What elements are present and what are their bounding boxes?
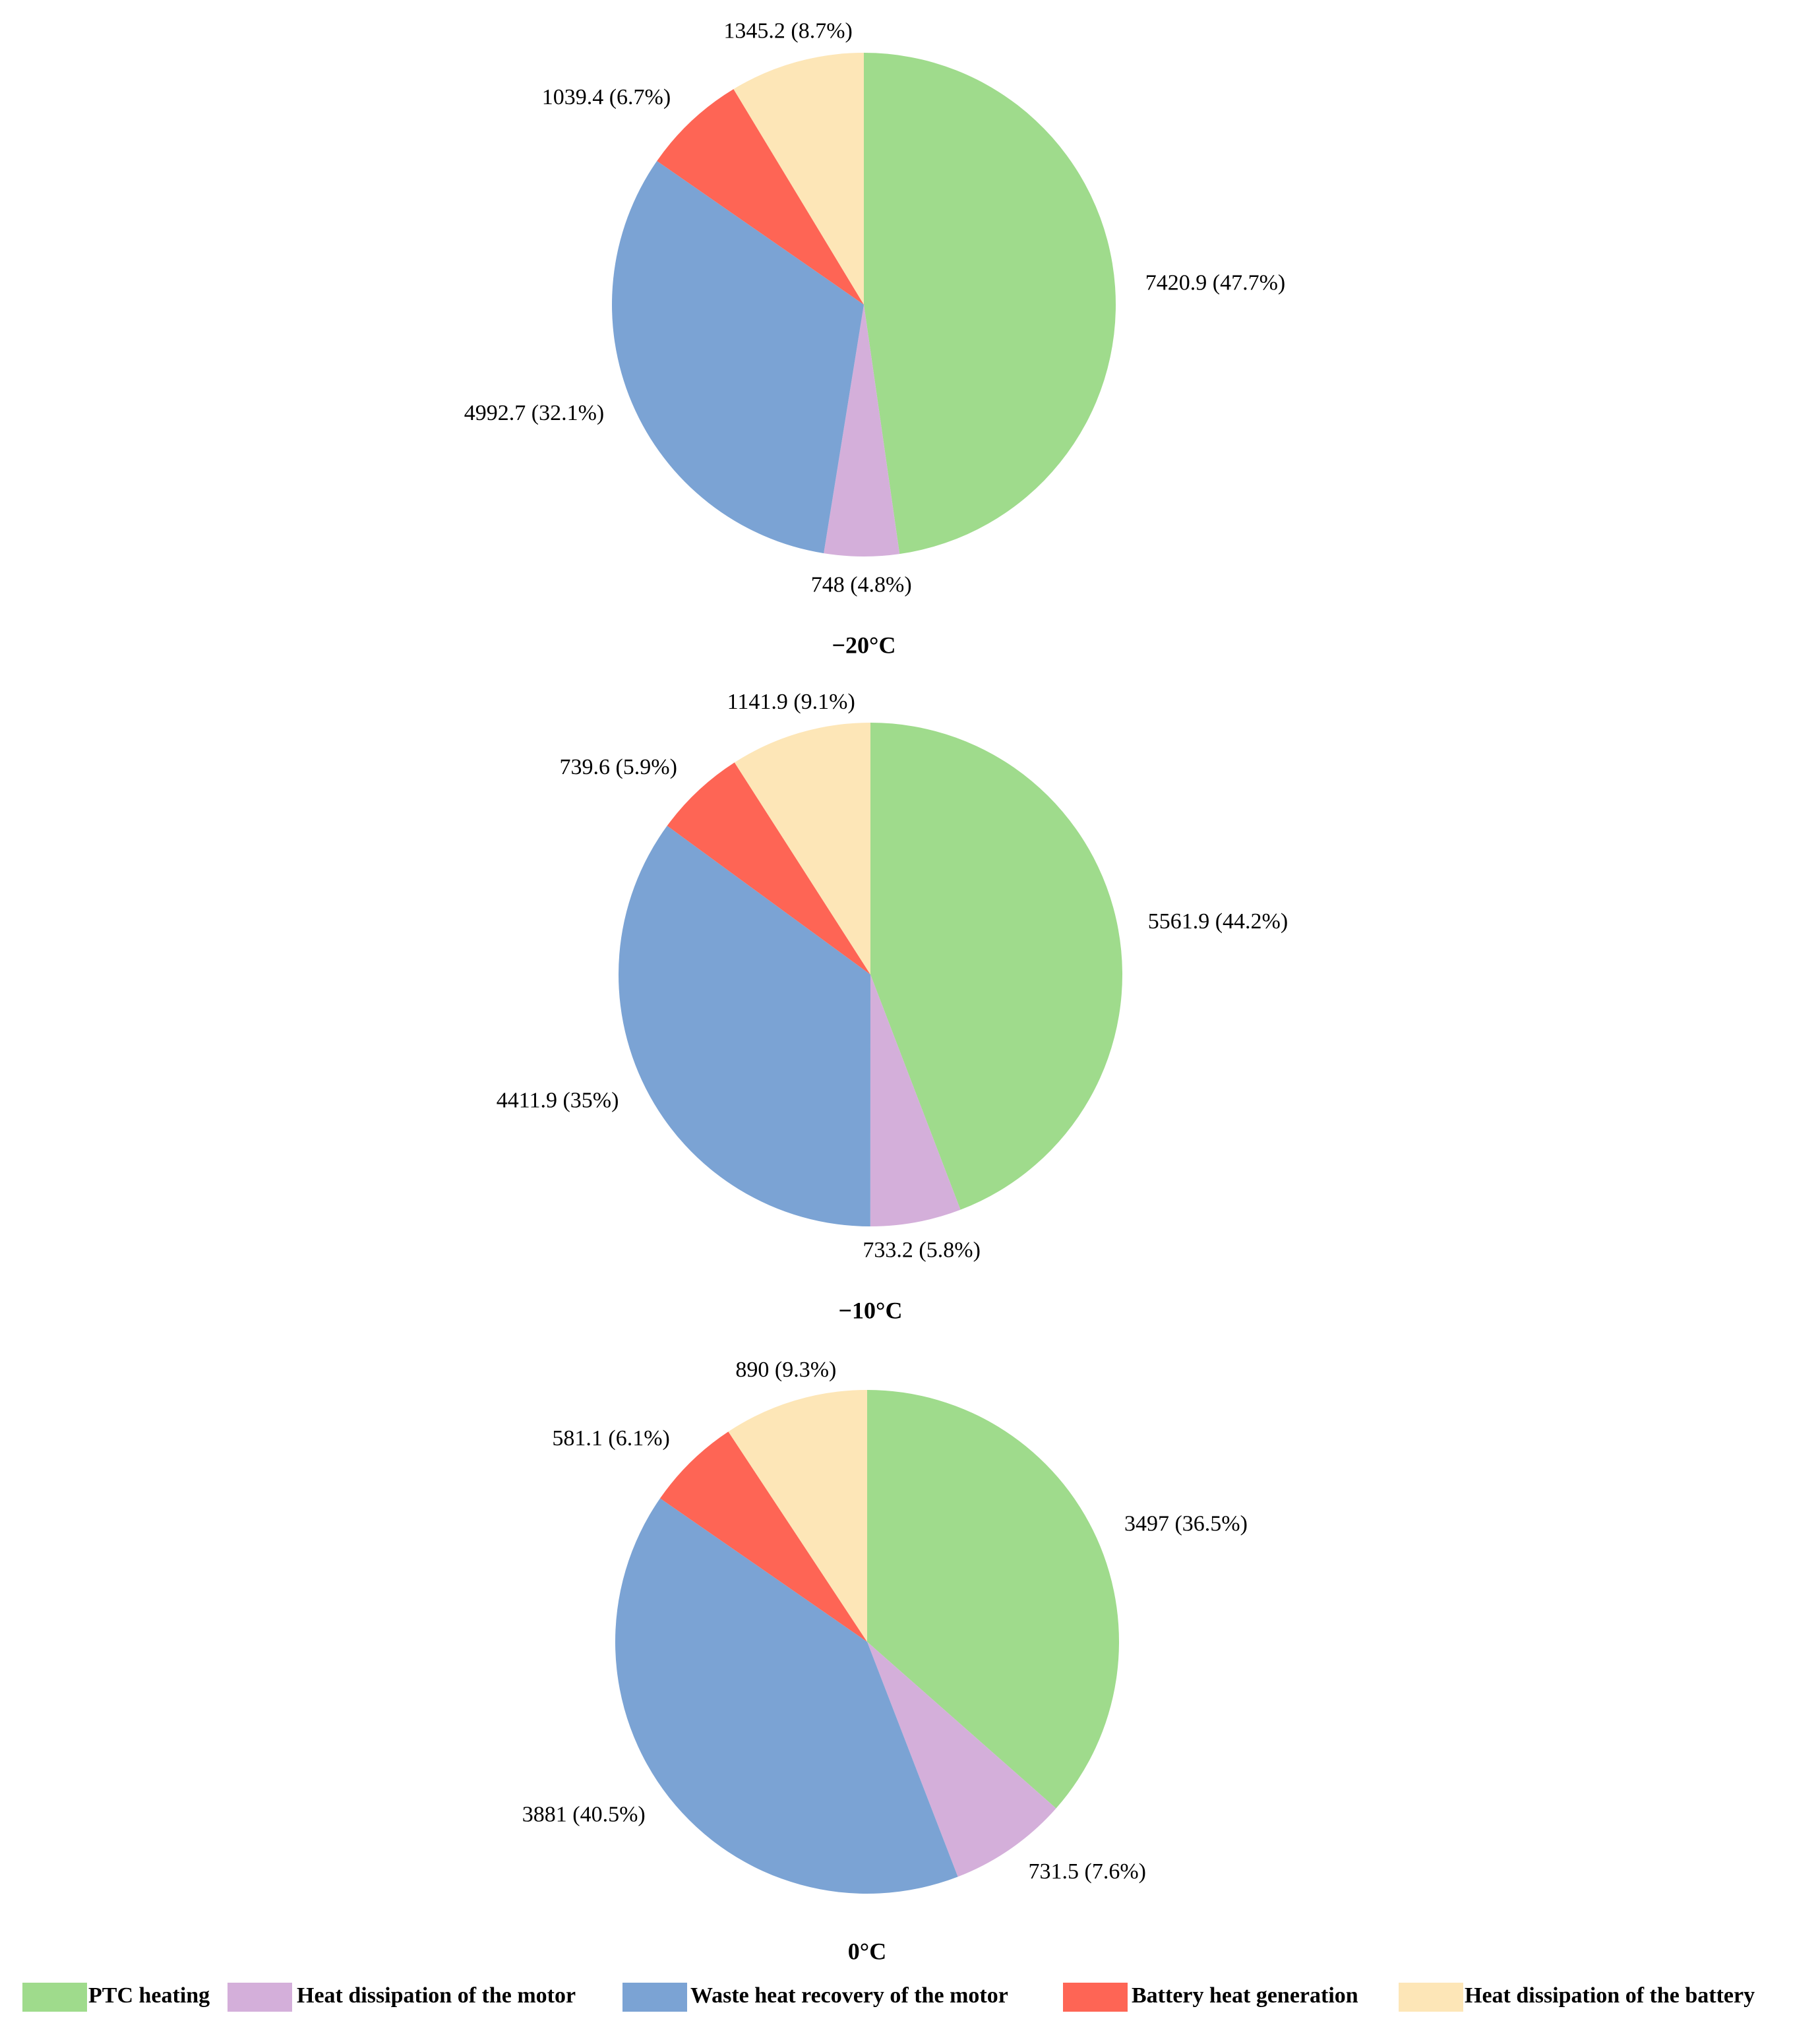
pie-3-slice-3 bbox=[615, 1498, 958, 1894]
legend-item: Battery heat generation bbox=[1063, 1983, 1358, 2012]
legend-swatch bbox=[1063, 1983, 1128, 2012]
pie-3: 3497 (36.5%) 731.5 (7.6%) 3881 (40.5%) 581.… bbox=[522, 1358, 1248, 1964]
legend-swatch bbox=[622, 1983, 687, 2012]
pie-3-slice-label-2: 731.5 (7.6%) bbox=[1029, 1859, 1146, 1884]
pie-2-slice-1 bbox=[870, 723, 1123, 1210]
pie-3-title: 0°C bbox=[848, 1938, 886, 1964]
pie-2-slice-4 bbox=[667, 762, 870, 975]
legend-label: Heat dissipation of the battery bbox=[1465, 1983, 1755, 2008]
legend-item: Waste heat recovery of the motor bbox=[622, 1983, 1008, 2012]
legend-swatch bbox=[1399, 1983, 1463, 2012]
pie-3-slice-1 bbox=[867, 1390, 1119, 1809]
pie-3-slice-label-5: 890 (9.3%) bbox=[735, 1358, 836, 1382]
pie-1-slice-label-1: 7420.9 (47.7%) bbox=[1145, 270, 1285, 295]
pie-3-slice-label-4: 581.1 (6.1%) bbox=[552, 1426, 669, 1451]
pie-1-slice-label-3: 4992.7 (32.1%) bbox=[464, 401, 604, 425]
pie-3-slice-5 bbox=[728, 1390, 867, 1642]
pie-2-slice-3 bbox=[618, 826, 870, 1226]
pie-2-slice-label-2: 733.2 (5.8%) bbox=[863, 1238, 980, 1263]
legend-swatch bbox=[228, 1983, 292, 2012]
pie-3-slice-label-1: 3497 (36.5%) bbox=[1124, 1512, 1248, 1536]
pie-2-slice-label-3: 4411.9 (35%) bbox=[497, 1088, 619, 1112]
pie-1-slice-5 bbox=[733, 53, 864, 305]
legend-label: PTC heating bbox=[88, 1983, 210, 2008]
pie-1-slice-label-4: 1039.4 (6.7%) bbox=[542, 85, 671, 109]
pie-1-slice-1 bbox=[864, 53, 1116, 555]
legend-swatch bbox=[22, 1983, 87, 2012]
legend-item: Heat dissipation of the motor bbox=[228, 1983, 576, 2012]
pie-1-slice-2 bbox=[824, 305, 900, 556]
pie-1-title: −20°C bbox=[832, 632, 896, 658]
pie-1: 7420.9 (47.7%) 748 (4.8%) 4992.7 (32.1%) 10… bbox=[464, 19, 1285, 659]
pie-2-slice-label-5: 1141.9 (9.1%) bbox=[727, 690, 855, 714]
legend-label: Heat dissipation of the motor bbox=[297, 1983, 576, 2008]
pie-2-title: −10°C bbox=[839, 1297, 903, 1323]
pie-2-slice-2 bbox=[870, 975, 961, 1227]
pie-2-slice-label-1: 5561.9 (44.2%) bbox=[1148, 909, 1288, 934]
pie-2-slice-5 bbox=[734, 723, 870, 975]
pie-2: 5561.9 (44.2%) 733.2 (5.8%) 4411.9 (35%) 73… bbox=[497, 690, 1288, 1323]
legend-label: Waste heat recovery of the motor bbox=[690, 1983, 1008, 2008]
pie-3-slice-4 bbox=[660, 1431, 867, 1642]
pie-2-slice-label-4: 739.6 (5.9%) bbox=[559, 755, 677, 779]
pie-1-slice-label-5: 1345.2 (8.7%) bbox=[723, 19, 852, 44]
legend-item: Heat dissipation of the battery bbox=[1399, 1983, 1755, 2012]
pie-1-slice-4 bbox=[657, 89, 864, 305]
legend-item: PTC heating bbox=[22, 1983, 210, 2012]
legend-label: Battery heat generation bbox=[1132, 1983, 1358, 2008]
pie-1-slice-label-2: 748 (4.8%) bbox=[811, 573, 912, 597]
pie-1-slice-3 bbox=[611, 161, 864, 554]
pie-3-slice-2 bbox=[867, 1642, 1056, 1877]
pie-3-slice-label-3: 3881 (40.5%) bbox=[522, 1802, 646, 1826]
legend: PTC heating Heat dissipation of the motor… bbox=[22, 1983, 1755, 2012]
